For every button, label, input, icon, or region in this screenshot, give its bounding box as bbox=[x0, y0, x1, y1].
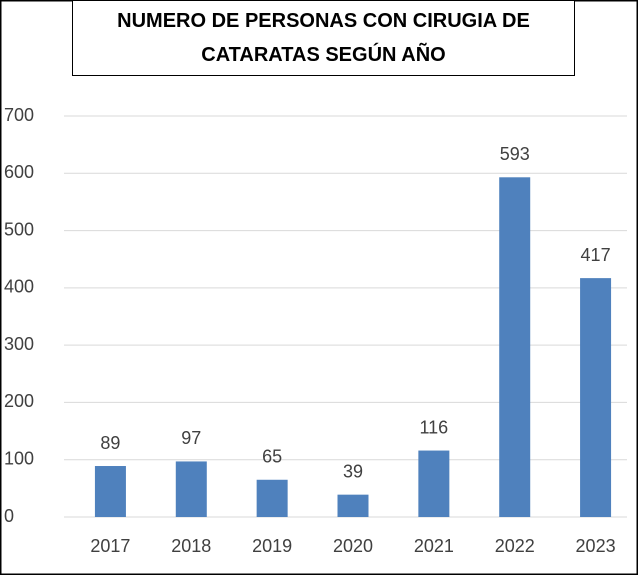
bar bbox=[337, 494, 369, 517]
data-label: 116 bbox=[420, 417, 449, 437]
y-tick-label: 200 bbox=[4, 391, 34, 411]
bar bbox=[499, 177, 531, 517]
y-tick-label: 500 bbox=[4, 219, 34, 239]
bar bbox=[175, 461, 207, 517]
y-tick-label: 600 bbox=[4, 162, 34, 182]
chart-title: NUMERO DE PERSONAS CON CIRUGIA DE CATARA… bbox=[72, 0, 575, 76]
y-tick-label: 700 bbox=[4, 105, 34, 125]
x-tick-label: 2022 bbox=[495, 536, 535, 556]
y-tick-label: 0 bbox=[4, 506, 14, 526]
data-label: 89 bbox=[100, 433, 120, 453]
bar bbox=[94, 466, 126, 517]
data-label: 65 bbox=[262, 447, 282, 467]
data-label: 593 bbox=[500, 144, 530, 164]
data-label: 39 bbox=[343, 461, 363, 481]
y-tick-label: 400 bbox=[4, 277, 34, 297]
bar bbox=[418, 450, 450, 517]
x-tick-label: 2017 bbox=[90, 536, 130, 556]
x-tick-label: 2023 bbox=[576, 536, 616, 556]
x-tick-label: 2021 bbox=[414, 536, 454, 556]
x-tick-label: 2018 bbox=[171, 536, 211, 556]
y-tick-label: 300 bbox=[4, 334, 34, 354]
x-tick-label: 2020 bbox=[333, 536, 373, 556]
data-label: 97 bbox=[181, 428, 201, 448]
data-label: 417 bbox=[581, 245, 611, 265]
y-tick-label: 100 bbox=[4, 448, 34, 468]
bar bbox=[580, 278, 612, 517]
x-tick-label: 2019 bbox=[252, 536, 292, 556]
bar bbox=[256, 479, 288, 517]
